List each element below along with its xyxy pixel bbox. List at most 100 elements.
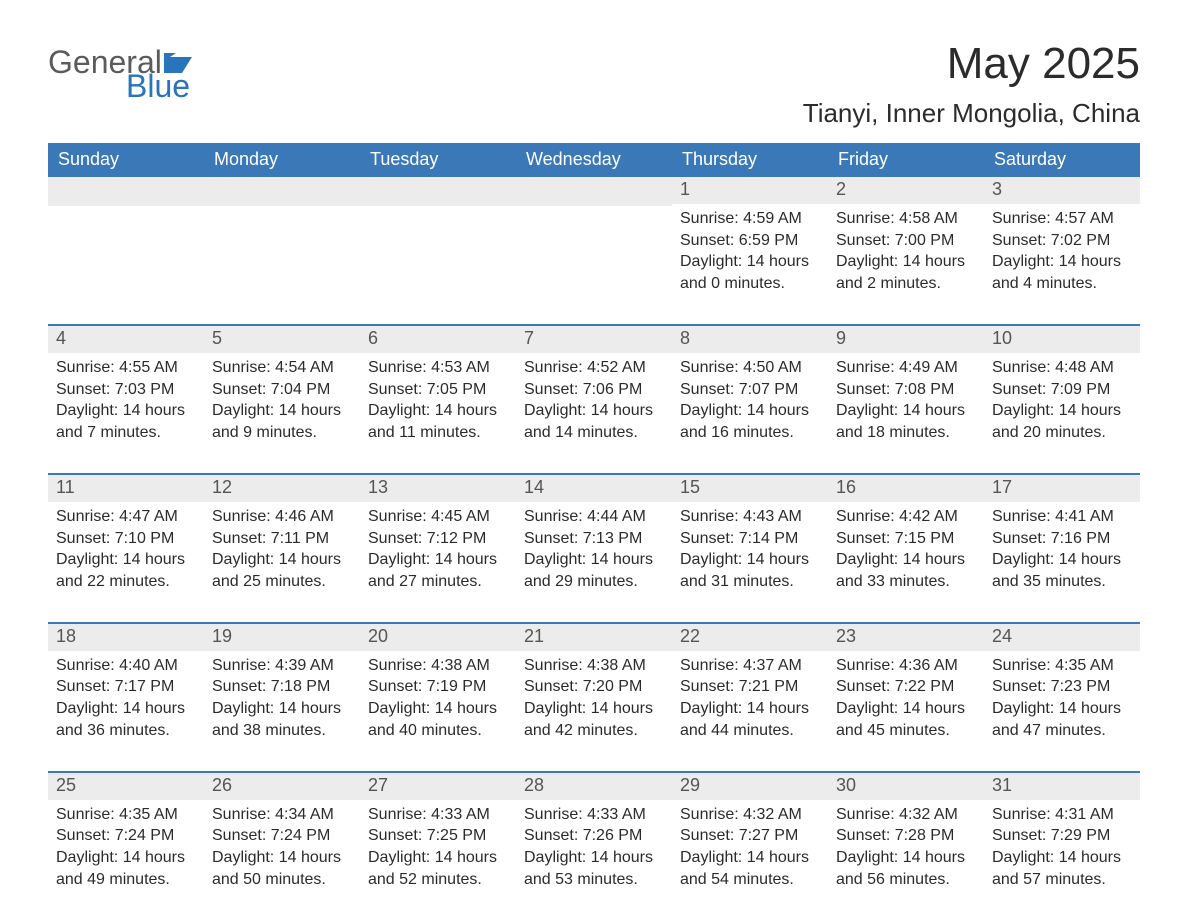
sunrise-text: Sunrise: 4:47 AM [56, 506, 196, 528]
daylight-line1: Daylight: 14 hours [992, 698, 1132, 720]
daylight-line2: and 50 minutes. [212, 869, 352, 891]
day-number: 13 [360, 475, 516, 502]
day-number [204, 177, 360, 206]
calendar-day: 31Sunrise: 4:31 AMSunset: 7:29 PMDayligh… [984, 773, 1140, 894]
dow-cell: Friday [828, 143, 984, 177]
calendar-day: 7Sunrise: 4:52 AMSunset: 7:06 PMDaylight… [516, 326, 672, 447]
sunset-text: Sunset: 7:11 PM [212, 528, 352, 550]
sunrise-text: Sunrise: 4:50 AM [680, 357, 820, 379]
sunset-text: Sunset: 7:05 PM [368, 379, 508, 401]
daylight-line1: Daylight: 14 hours [56, 549, 196, 571]
day-details: Sunrise: 4:58 AMSunset: 7:00 PMDaylight:… [828, 204, 984, 298]
sunset-text: Sunset: 7:08 PM [836, 379, 976, 401]
day-details: Sunrise: 4:33 AMSunset: 7:26 PMDaylight:… [516, 800, 672, 894]
daylight-line1: Daylight: 14 hours [212, 549, 352, 571]
day-details: Sunrise: 4:31 AMSunset: 7:29 PMDaylight:… [984, 800, 1140, 894]
daylight-line2: and 38 minutes. [212, 720, 352, 742]
day-details: Sunrise: 4:57 AMSunset: 7:02 PMDaylight:… [984, 204, 1140, 298]
daylight-line2: and 7 minutes. [56, 422, 196, 444]
day-number: 9 [828, 326, 984, 353]
calendar-week: 18Sunrise: 4:40 AMSunset: 7:17 PMDayligh… [48, 622, 1140, 745]
sunrise-text: Sunrise: 4:54 AM [212, 357, 352, 379]
day-details: Sunrise: 4:43 AMSunset: 7:14 PMDaylight:… [672, 502, 828, 596]
daylight-line1: Daylight: 14 hours [56, 698, 196, 720]
day-details: Sunrise: 4:59 AMSunset: 6:59 PMDaylight:… [672, 204, 828, 298]
sunset-text: Sunset: 7:06 PM [524, 379, 664, 401]
daylight-line1: Daylight: 14 hours [56, 400, 196, 422]
sunrise-text: Sunrise: 4:35 AM [992, 655, 1132, 677]
daylight-line1: Daylight: 14 hours [680, 847, 820, 869]
calendar-day: 20Sunrise: 4:38 AMSunset: 7:19 PMDayligh… [360, 624, 516, 745]
daylight-line2: and 2 minutes. [836, 273, 976, 295]
day-details: Sunrise: 4:36 AMSunset: 7:22 PMDaylight:… [828, 651, 984, 745]
daylight-line2: and 33 minutes. [836, 571, 976, 593]
daylight-line2: and 14 minutes. [524, 422, 664, 444]
day-details: Sunrise: 4:47 AMSunset: 7:10 PMDaylight:… [48, 502, 204, 596]
day-number: 18 [48, 624, 204, 651]
sunset-text: Sunset: 7:07 PM [680, 379, 820, 401]
calendar-day: 6Sunrise: 4:53 AMSunset: 7:05 PMDaylight… [360, 326, 516, 447]
day-details: Sunrise: 4:32 AMSunset: 7:28 PMDaylight:… [828, 800, 984, 894]
day-number: 21 [516, 624, 672, 651]
dow-cell: Thursday [672, 143, 828, 177]
day-number: 7 [516, 326, 672, 353]
daylight-line2: and 25 minutes. [212, 571, 352, 593]
sunset-text: Sunset: 7:03 PM [56, 379, 196, 401]
sunrise-text: Sunrise: 4:57 AM [992, 208, 1132, 230]
sunset-text: Sunset: 7:17 PM [56, 676, 196, 698]
daylight-line1: Daylight: 14 hours [680, 400, 820, 422]
day-number: 24 [984, 624, 1140, 651]
daylight-line1: Daylight: 14 hours [368, 847, 508, 869]
day-number: 25 [48, 773, 204, 800]
day-number [48, 177, 204, 206]
daylight-line1: Daylight: 14 hours [56, 847, 196, 869]
daylight-line1: Daylight: 14 hours [212, 847, 352, 869]
sunset-text: Sunset: 7:25 PM [368, 825, 508, 847]
calendar-day: 24Sunrise: 4:35 AMSunset: 7:23 PMDayligh… [984, 624, 1140, 745]
sunrise-text: Sunrise: 4:58 AM [836, 208, 976, 230]
calendar-day: 15Sunrise: 4:43 AMSunset: 7:14 PMDayligh… [672, 475, 828, 596]
sunrise-text: Sunrise: 4:53 AM [368, 357, 508, 379]
day-number: 20 [360, 624, 516, 651]
calendar-day: 23Sunrise: 4:36 AMSunset: 7:22 PMDayligh… [828, 624, 984, 745]
sunset-text: Sunset: 7:28 PM [836, 825, 976, 847]
sunrise-text: Sunrise: 4:37 AM [680, 655, 820, 677]
sunrise-text: Sunrise: 4:36 AM [836, 655, 976, 677]
dow-cell: Tuesday [360, 143, 516, 177]
calendar-day: 18Sunrise: 4:40 AMSunset: 7:17 PMDayligh… [48, 624, 204, 745]
sunrise-text: Sunrise: 4:40 AM [56, 655, 196, 677]
day-details: Sunrise: 4:54 AMSunset: 7:04 PMDaylight:… [204, 353, 360, 447]
day-details: Sunrise: 4:45 AMSunset: 7:12 PMDaylight:… [360, 502, 516, 596]
daylight-line2: and 56 minutes. [836, 869, 976, 891]
sunset-text: Sunset: 6:59 PM [680, 230, 820, 252]
daylight-line1: Daylight: 14 hours [992, 400, 1132, 422]
day-number [360, 177, 516, 206]
day-number [516, 177, 672, 206]
day-number: 15 [672, 475, 828, 502]
day-number: 4 [48, 326, 204, 353]
day-details: Sunrise: 4:34 AMSunset: 7:24 PMDaylight:… [204, 800, 360, 894]
daylight-line1: Daylight: 14 hours [368, 698, 508, 720]
calendar-day: 19Sunrise: 4:39 AMSunset: 7:18 PMDayligh… [204, 624, 360, 745]
calendar-week: 4Sunrise: 4:55 AMSunset: 7:03 PMDaylight… [48, 324, 1140, 447]
daylight-line2: and 0 minutes. [680, 273, 820, 295]
sunrise-text: Sunrise: 4:41 AM [992, 506, 1132, 528]
daylight-line2: and 45 minutes. [836, 720, 976, 742]
daylight-line2: and 31 minutes. [680, 571, 820, 593]
day-details: Sunrise: 4:33 AMSunset: 7:25 PMDaylight:… [360, 800, 516, 894]
day-details: Sunrise: 4:53 AMSunset: 7:05 PMDaylight:… [360, 353, 516, 447]
sunrise-text: Sunrise: 4:38 AM [368, 655, 508, 677]
calendar-day: 25Sunrise: 4:35 AMSunset: 7:24 PMDayligh… [48, 773, 204, 894]
daylight-line1: Daylight: 14 hours [992, 251, 1132, 273]
day-details: Sunrise: 4:40 AMSunset: 7:17 PMDaylight:… [48, 651, 204, 745]
daylight-line2: and 16 minutes. [680, 422, 820, 444]
sunrise-text: Sunrise: 4:31 AM [992, 804, 1132, 826]
day-number: 23 [828, 624, 984, 651]
sunrise-text: Sunrise: 4:38 AM [524, 655, 664, 677]
dow-cell: Wednesday [516, 143, 672, 177]
day-number: 2 [828, 177, 984, 204]
month-title: May 2025 [803, 40, 1140, 88]
calendar-day: 22Sunrise: 4:37 AMSunset: 7:21 PMDayligh… [672, 624, 828, 745]
daylight-line1: Daylight: 14 hours [212, 698, 352, 720]
calendar-day: 11Sunrise: 4:47 AMSunset: 7:10 PMDayligh… [48, 475, 204, 596]
